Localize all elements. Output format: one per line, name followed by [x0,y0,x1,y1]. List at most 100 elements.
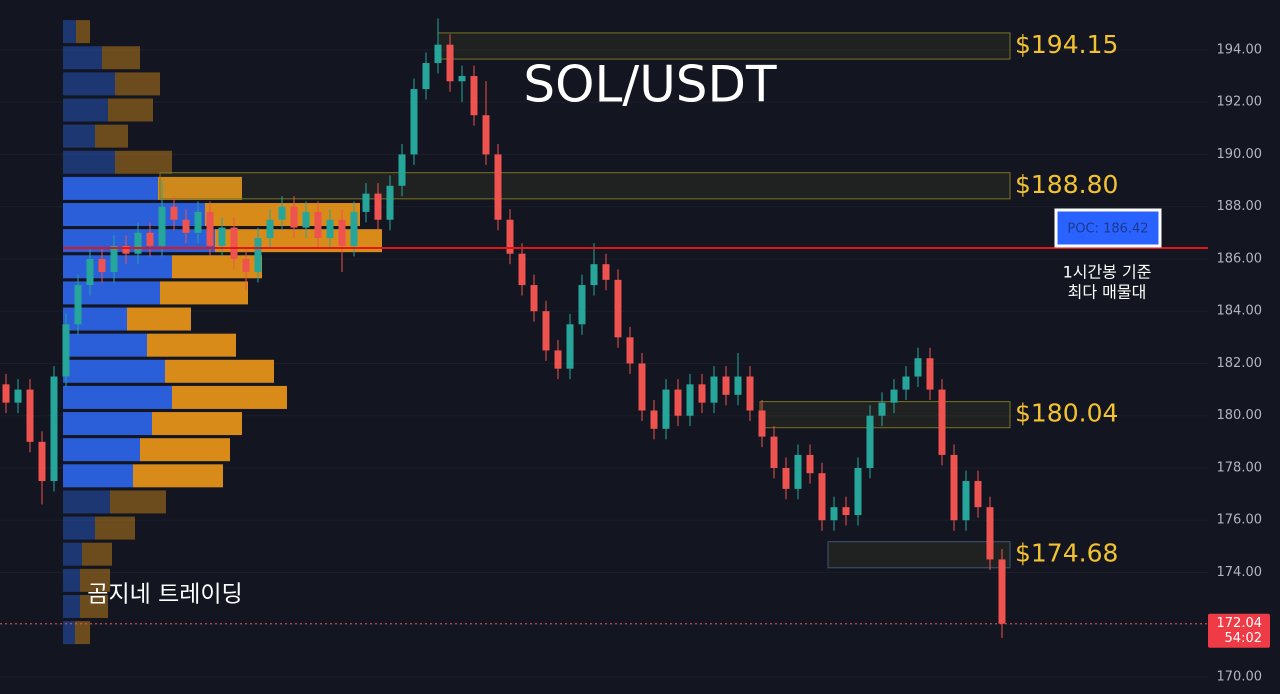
candle-body [14,389,22,403]
candle-body [686,384,694,416]
candle-body [2,384,10,403]
y-tick-label: 170.00 [1217,670,1263,685]
candle-body [470,76,478,116]
level-label: $188.80 [1015,170,1118,199]
candle-body [422,62,430,90]
candle-body [62,324,70,377]
profile-buy-bar [63,203,205,227]
level-label: $174.68 [1015,539,1118,568]
candle-body [26,389,34,442]
poc-label: POC: 186.42 [1067,222,1148,237]
profile-sell-bar [102,46,140,70]
y-tick-label: 190.00 [1217,147,1263,162]
profile-sell-bar [115,72,160,96]
candle-body [962,481,970,521]
profile-sell-bar [115,150,172,174]
candle-body [374,193,382,220]
profile-buy-bar [63,594,80,618]
profile-buy-bar [63,516,95,540]
level-zone [827,541,1011,569]
candle-body [254,238,262,273]
profile-sell-bar [75,621,90,645]
candle-body [122,245,130,254]
candle-body [566,324,574,369]
candle-body [878,402,886,416]
candle-body [230,227,238,259]
candle-body [590,264,598,286]
candle-body [326,219,334,239]
candle-body [830,507,838,521]
profile-buy-bar [63,412,152,436]
profile-sell-bar [82,542,112,566]
candle-body [206,211,214,246]
candle-body [110,245,118,273]
candle-body [242,258,250,273]
profile-sell-bar [76,20,90,44]
level-zone [437,32,1011,60]
profile-sell-bar [158,176,242,200]
profile-sell-bar [80,568,110,592]
profile-buy-bar [63,98,108,122]
profile-buy-bar [63,72,115,96]
profile-buy-bar [63,333,147,357]
price-zones [159,32,1011,569]
profile-sell-bar [110,490,166,514]
candle-body [350,211,358,246]
candle-body [734,376,742,395]
profile-sell-bar [160,281,248,305]
candle-body [794,454,802,489]
profile-buy-bar [63,150,115,174]
candle-body [530,285,538,312]
y-tick-label: 184.00 [1217,304,1263,319]
candle-body [842,507,850,516]
candle-body [434,44,442,63]
candle-body [614,279,622,338]
candle-body [542,311,550,351]
y-tick-label: 188.00 [1217,199,1263,214]
candle-body [218,227,226,246]
y-tick-label: 174.00 [1217,565,1263,580]
profile-buy-bar [63,621,75,645]
candle-body [338,219,346,246]
profile-sell-bar [127,307,191,331]
watermark: 곰지네 트레이딩 [87,582,242,608]
profile-buy-bar [63,490,110,514]
candle-body [746,376,754,411]
y-tick-label: 176.00 [1217,513,1263,528]
poc-note: 최다 매물대 [1068,283,1147,302]
candle-body [554,350,562,369]
level-label: $194.15 [1015,30,1118,59]
candle-body [386,185,394,220]
candle-body [518,253,526,286]
candle-body [650,410,658,429]
candle-body [410,89,418,155]
chart-title: SOL/USDT [523,56,777,114]
candle-body [770,436,778,468]
countdown: 54:02 [1225,631,1262,646]
profile-buy-bar [63,438,140,462]
y-tick-label: 178.00 [1217,460,1263,475]
poc-note: 1시간봉 기준 [1063,263,1152,282]
candle-body [950,454,958,521]
candle-body [578,285,586,325]
candle-body [482,115,490,155]
overlay: 170.00172.00174.00176.00178.00180.00182.… [0,30,1270,685]
candle-body [758,410,766,437]
candle-body [902,376,910,390]
candle-body [818,473,826,521]
candle-body [74,285,82,325]
candle-body [506,219,514,254]
candle-body [710,376,718,403]
candle-body [494,154,502,220]
y-tick-label: 180.00 [1217,408,1263,423]
profile-sell-bar [108,98,153,122]
candle-body [158,206,166,246]
candle-body [986,507,994,560]
profile-buy-bar [63,307,127,331]
candle-body [674,389,682,416]
profile-sell-bar [80,594,108,618]
candle-body [86,258,94,286]
profile-buy-bar [63,281,160,305]
candle-body [266,219,274,239]
